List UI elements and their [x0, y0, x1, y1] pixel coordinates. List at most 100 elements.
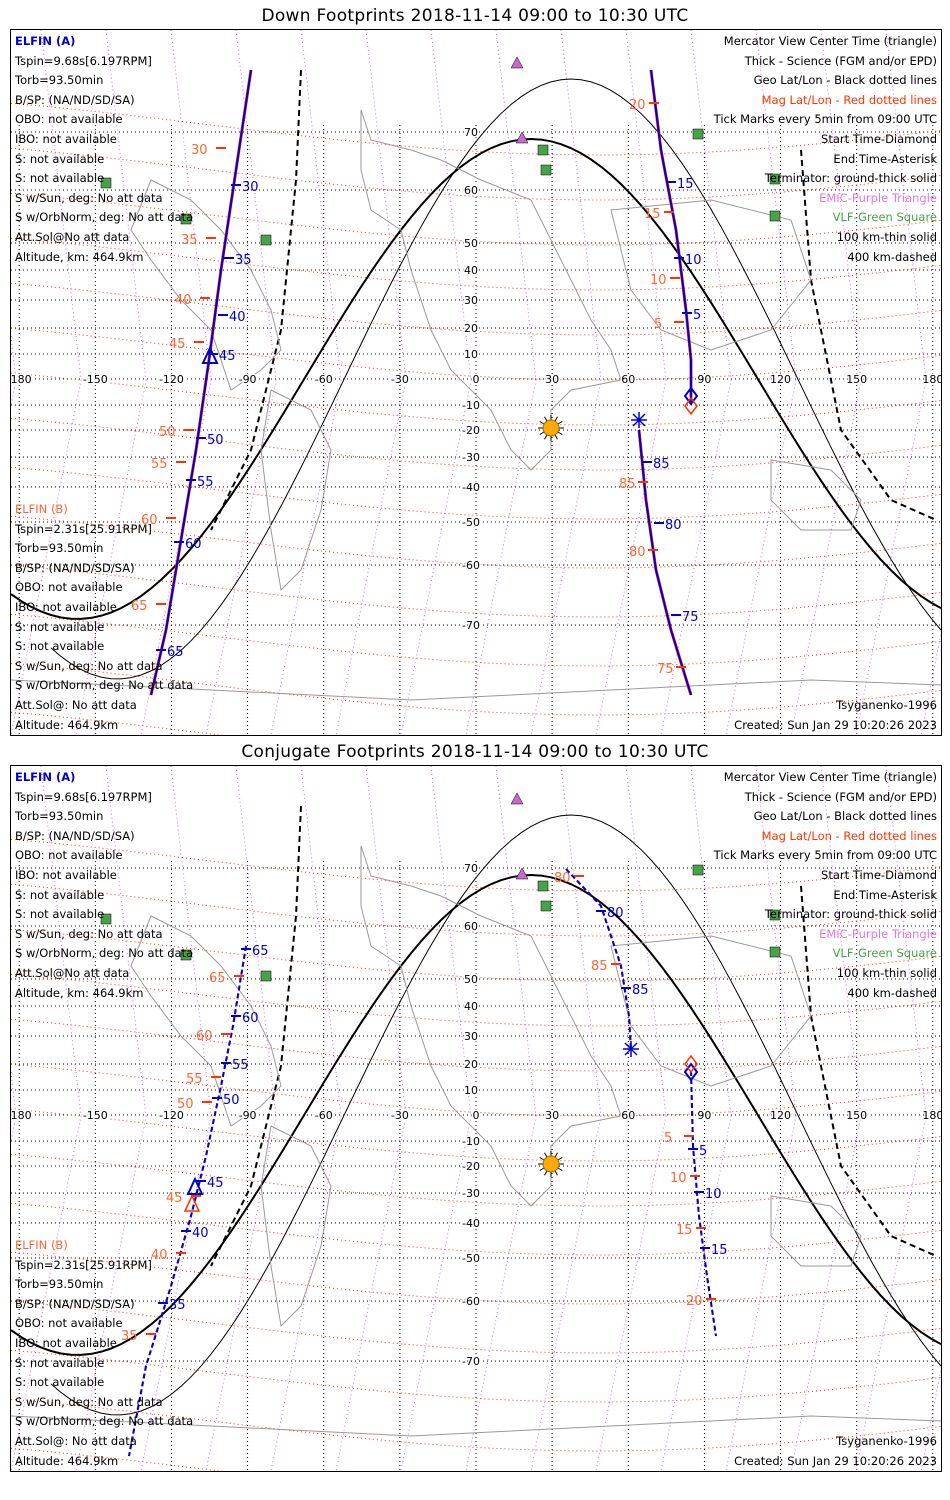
emic-triangle-icon: [515, 131, 529, 144]
lon-label: 150: [846, 373, 867, 386]
mag-lon-curve: [725, 766, 797, 1471]
mag-lon-curve: [595, 766, 667, 1471]
center-time-triangle-icon: [186, 1176, 204, 1195]
sun-ray: [539, 431, 545, 435]
elfin-a-track: [650, 69, 692, 402]
elfin-a-tick-label: 5: [693, 308, 701, 323]
sun-disc: [542, 1155, 560, 1173]
elfin-a-line: Att.Sol@No att data: [15, 965, 130, 980]
mag-lon-curve: [205, 30, 277, 735]
elfin-a-tick-label: 60: [242, 1011, 259, 1026]
sun-icon: [538, 415, 564, 441]
footer-right: Tsyganenko-1996 Created: Sun Jan 29 10:2…: [734, 1432, 937, 1471]
sun-icon: [538, 1151, 564, 1177]
elfin-a-tick-label: 85: [632, 983, 649, 998]
elfin-a-tick-label: 55: [197, 475, 214, 490]
mag-lon-curve: [660, 30, 732, 735]
mag-lon-curve: [855, 766, 927, 1471]
emic-triangle-icon: [515, 867, 529, 880]
elfin-b-line: B/SP: (NA/ND/SD/SA): [15, 1296, 135, 1311]
elfin-b-line: OBO: not available: [15, 1316, 123, 1331]
vlf-square-icon: [260, 970, 272, 982]
sun-ray: [539, 1157, 545, 1161]
mag-lon-curve: [400, 766, 472, 1471]
vlf-square-icon: [540, 164, 552, 176]
elfin-b-line: Tspin=2.31s[25.91RPM]: [15, 1257, 152, 1272]
mag-lon-curve: [270, 766, 342, 1471]
vlf-square-icon: [537, 880, 549, 892]
elfin-b-tick-label: 55: [151, 457, 168, 472]
elfin-a-tick-label: 45: [219, 349, 236, 364]
elfin-b-tick-label: 80: [629, 545, 646, 560]
terminator-400km: [800, 885, 937, 1257]
elfin-a-line: IBO: not available: [15, 131, 117, 146]
lon-label: 60: [621, 1109, 635, 1122]
elfin-a-track: [638, 429, 692, 696]
elfin-b-line: S: not available: [15, 639, 105, 654]
coastline: [360, 109, 622, 471]
elfin-b-tick-label: 15: [644, 207, 661, 222]
elfin-a-tick-label: 35: [235, 253, 252, 268]
mag-lon-curve: [11, 331, 17, 408]
coastline: [770, 1195, 862, 1267]
lon-label: -120: [159, 373, 184, 386]
vlf-square-icon: [260, 234, 272, 246]
mag-lon-curve: [660, 766, 732, 1471]
elfin-a-line: Torb=93.50min: [15, 73, 104, 88]
vlf-square-icon: [769, 173, 781, 185]
elfin-a-track: [565, 868, 632, 1052]
footer-right: Tsyganenko-1996 Created: Sun Jan 29 10:2…: [734, 696, 937, 735]
legend-geo: Geo Lat/Lon - Black dotted lines: [753, 809, 937, 824]
model-name: Tsyganenko-1996: [836, 1434, 937, 1448]
elfin-b-tick-label: 45: [169, 337, 186, 352]
legend-thick: Thick - Science (FGM and/or EPD): [744, 789, 937, 804]
legend-mag: Mag Lat/Lon - Red dotted lines: [761, 828, 937, 843]
elfin-b-line: S w/Sun, deg: No att data: [15, 1394, 163, 1409]
elfin-b-tick-label: 35: [121, 1329, 138, 1344]
elfin-b-line: Tspin=2.31s[25.91RPM]: [15, 521, 152, 536]
lat-label: -50: [462, 516, 480, 529]
elfin-b-line: S w/OrbNorm, deg: No att data: [15, 678, 194, 693]
mag-lon-curve: [790, 30, 862, 735]
coastline: [130, 915, 282, 1127]
lat-label: -70: [462, 1355, 480, 1368]
elfin-a-line: S: not available: [15, 171, 105, 186]
elfin-a-tick-label: 55: [232, 1058, 249, 1073]
elfin-a-tick-label: 50: [223, 1093, 240, 1108]
elfin-a-line: S: not available: [15, 907, 105, 922]
start-diamond-icon: [684, 396, 698, 416]
elfin-a-line: Altitude, km: 464.9km: [15, 985, 144, 1000]
sun-ray: [544, 434, 548, 440]
sun-ray: [554, 416, 558, 422]
legend: Mercator View Center Time (triangle) Thi…: [714, 32, 937, 267]
mag-lon-curve: [855, 30, 927, 735]
legend-end: End Time-Asterisk: [833, 887, 937, 902]
sun-ray: [554, 1170, 558, 1176]
vlf-square-icon: [100, 913, 112, 925]
vlf-square-icon: [180, 213, 192, 225]
elfin-a-tick-label: 10: [685, 253, 702, 268]
sun-ray: [554, 434, 558, 440]
lon-label: 90: [697, 373, 711, 386]
elfin-b-line: Att.Sol@: No att data: [15, 697, 137, 712]
legend-start: Start Time-Diamond: [821, 131, 937, 146]
elfin-a-tick-label: 85: [653, 457, 670, 472]
mag-lon-curve: [400, 30, 472, 735]
coastline: [11, 1415, 941, 1437]
elfin-a-tick-label: 50: [207, 433, 224, 448]
start-diamond-icon: [683, 1062, 699, 1082]
elfin-b-tick-label: 35: [181, 233, 198, 248]
lon-label: 150: [846, 1109, 867, 1122]
elfin-b-tick-label: 20: [686, 1294, 703, 1309]
elfin-b-tick-label: 85: [591, 959, 608, 974]
elfin-b-tick-label: 30: [191, 143, 208, 158]
legend-100km: 100 km-thin solid: [836, 229, 937, 244]
lon-label: 60: [621, 373, 635, 386]
vlf-square-icon: [537, 144, 549, 156]
vlf-square-icon: [540, 900, 552, 912]
lat-label: -60: [462, 1295, 480, 1308]
elfin-a-line: S: not available: [15, 151, 105, 166]
model-name: Tsyganenko-1996: [836, 698, 937, 712]
elfin-a-tick-label: 15: [677, 177, 694, 192]
lat-label: 30: [464, 1030, 478, 1043]
